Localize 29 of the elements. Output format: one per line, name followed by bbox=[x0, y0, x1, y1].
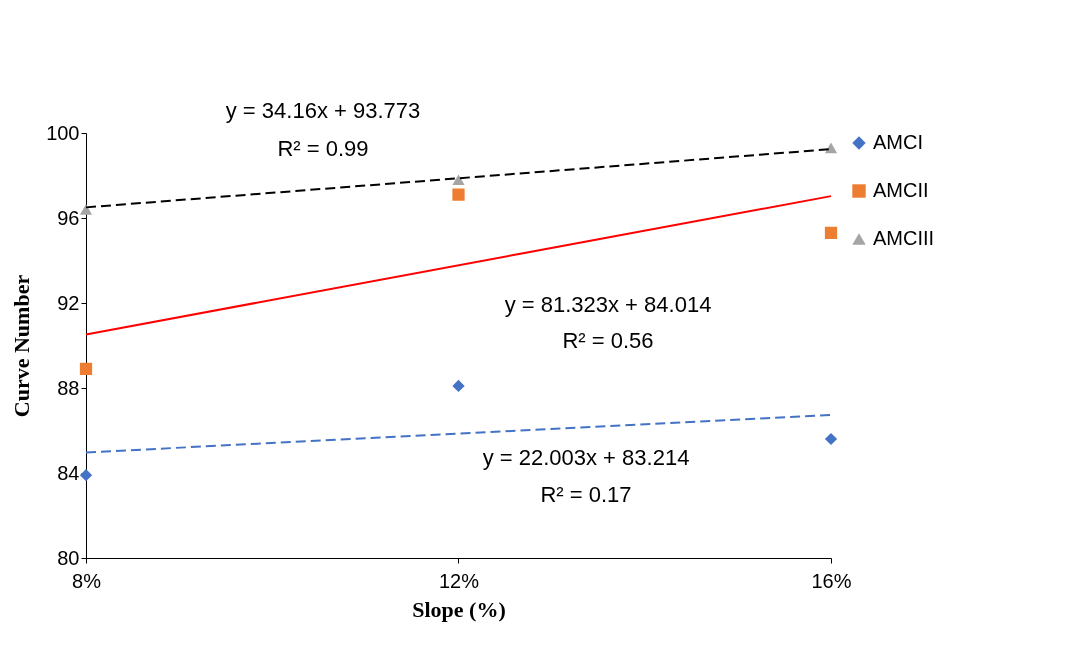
point bbox=[452, 174, 465, 186]
point bbox=[824, 226, 838, 239]
x-tick-label: 8% bbox=[72, 569, 102, 592]
legend-label: AMCIII bbox=[873, 227, 935, 249]
x-axis-title: Slope (%) bbox=[412, 596, 506, 622]
legend-label: AMCI bbox=[873, 131, 923, 153]
point bbox=[452, 188, 465, 201]
point bbox=[452, 379, 465, 392]
y-axis-title: Curve Number bbox=[9, 274, 35, 418]
annotation: y = 81.323x + 84.014 bbox=[504, 292, 712, 317]
point bbox=[79, 469, 93, 482]
point bbox=[824, 142, 838, 154]
point bbox=[79, 362, 93, 375]
annotation: R² = 0.56 bbox=[562, 328, 654, 353]
annotation: y = 22.003x + 83.214 bbox=[482, 445, 690, 470]
y-tick-label: 96 bbox=[57, 206, 80, 229]
y-tick-label: 100 bbox=[46, 121, 80, 144]
y-tick-label: 84 bbox=[57, 461, 80, 484]
annotation: R² = 0.17 bbox=[540, 482, 632, 507]
text: y = 34.16x + 93.773 bbox=[225, 98, 421, 123]
point bbox=[79, 204, 93, 215]
annotation: R² = 0.99 bbox=[277, 136, 369, 161]
point bbox=[824, 432, 838, 446]
y-tick-label: 88 bbox=[57, 376, 80, 399]
x-tick-label: 16% bbox=[811, 569, 852, 592]
y-tick-label: 92 bbox=[57, 291, 80, 314]
legend-label: AMCII bbox=[873, 179, 929, 201]
x-tick-label: 12% bbox=[438, 569, 480, 592]
y-tick-label: 80 bbox=[57, 546, 80, 569]
